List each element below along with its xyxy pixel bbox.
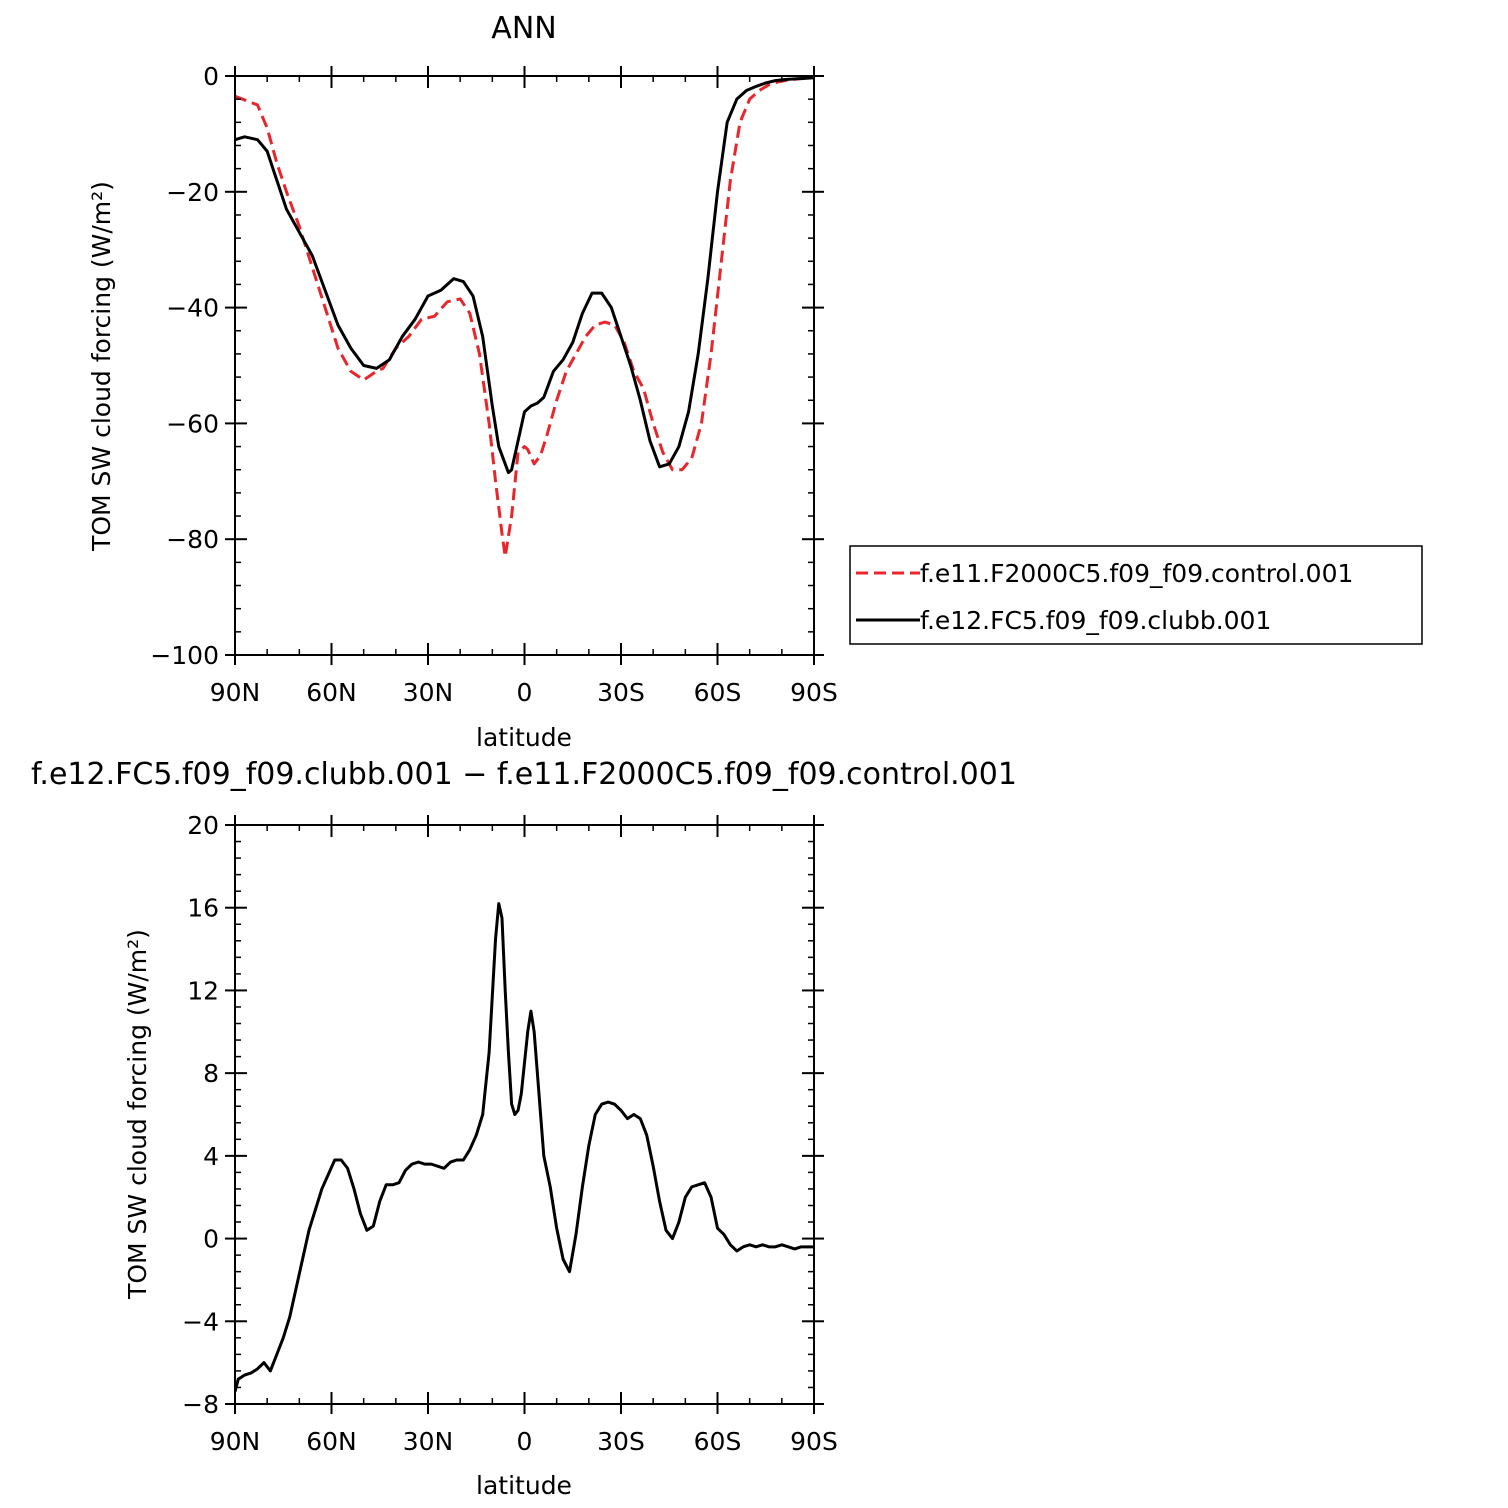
top-plot-area: 90N 60N 30N 0 30S 60S 90S −100 −80 −60 −40 −20 0 — [150, 62, 838, 707]
bottom-x-tick-label: 90N — [210, 1427, 261, 1456]
bottom-x-tick-label: 90S — [790, 1427, 838, 1456]
bottom-y-tick-label: 16 — [187, 894, 219, 923]
bottom-chart-title: f.e12.FC5.f09_f09.clubb.001 − f.e11.F200… — [31, 757, 1017, 792]
bottom-x-tick-label: 0 — [517, 1427, 533, 1456]
bottom-x-tick-label: 60S — [694, 1427, 742, 1456]
top-x-tick-label: 60N — [306, 678, 357, 707]
top-panel: ANN 90N 60N 30N 0 30S 60S 90S −100 −80 −60 −40 −20 0… — [87, 11, 838, 752]
bottom-plot-frame — [234, 824, 815, 1405]
bottom-plot-area: 90N 60N 30N 0 30S 60S 90S −8 −4 0 4 8 12 16 20 — [182, 811, 838, 1456]
bottom-y-tick-label: 8 — [203, 1059, 219, 1088]
legend-label-control: f.e11.F2000C5.f09_f09.control.001 — [920, 559, 1353, 588]
bottom-y-tick-label: 0 — [203, 1225, 219, 1254]
top-x-tick-label: 0 — [517, 678, 533, 707]
top-y-tick-label: 0 — [203, 62, 219, 91]
bottom-y-axis-label: TOM SW cloud forcing (W/m²) — [123, 929, 152, 1300]
bottom-x-tick-label: 30S — [597, 1427, 645, 1456]
top-y-axis-label: TOM SW cloud forcing (W/m²) — [87, 181, 116, 552]
bottom-series-line-0 — [235, 902, 814, 1392]
bottom-y-tick-label: −4 — [182, 1307, 219, 1336]
top-y-tick-label: −80 — [166, 525, 219, 554]
top-x-axis-label: latitude — [476, 723, 572, 752]
bottom-y-tick-label: 20 — [187, 811, 219, 840]
legend-box — [849, 545, 1423, 645]
bottom-x-tick-label: 30N — [403, 1427, 454, 1456]
bottom-y-tick-label: −8 — [182, 1390, 219, 1419]
legend-label-clubb: f.e12.FC5.f09_f09.clubb.001 — [920, 606, 1271, 635]
legend: f.e11.F2000C5.f09_f09.control.001 f.e12.… — [849, 545, 1423, 645]
top-x-tick-label: 90S — [790, 678, 838, 707]
top-x-tick-label: 30N — [403, 678, 454, 707]
top-x-tick-label: 60S — [694, 678, 742, 707]
top-y-tick-label: −40 — [166, 294, 219, 323]
bottom-x-axis-label: latitude — [476, 1471, 572, 1500]
top-plot-frame — [234, 75, 815, 656]
bottom-y-tick-label: 4 — [203, 1142, 219, 1171]
top-series-line-1 — [235, 76, 814, 475]
bottom-panel: f.e12.FC5.f09_f09.clubb.001 − f.e11.F200… — [31, 757, 1017, 1500]
top-y-tick-label: −20 — [166, 178, 219, 207]
top-x-tick-label: 30S — [597, 678, 645, 707]
top-chart-title: ANN — [491, 11, 556, 46]
top-series-line-0 — [235, 76, 814, 559]
top-x-tick-label: 90N — [210, 678, 261, 707]
top-y-tick-label: −100 — [150, 641, 219, 670]
bottom-x-tick-label: 60N — [306, 1427, 357, 1456]
top-y-tick-label: −60 — [166, 409, 219, 438]
bottom-y-tick-label: 12 — [187, 976, 219, 1005]
